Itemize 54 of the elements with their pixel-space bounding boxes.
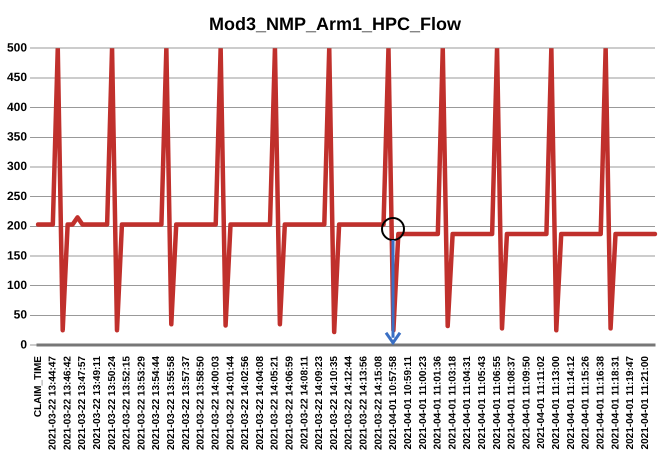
x-tick-label: 2021-03-22 13:53:29 (136, 356, 148, 450)
x-tick-label: CLAIM_TIME (32, 356, 44, 418)
y-tick-label: 500 (6, 40, 28, 55)
x-tick-label: 2021-03-22 13:46:42 (62, 356, 74, 450)
y-tick-label: 350 (6, 130, 28, 144)
x-tick-label: 2021-03-22 14:05:21 (270, 356, 281, 450)
x-tick-label: 2021-03-22 13:55:58 (166, 356, 178, 450)
x-tick-label: 2021-03-22 14:15:08 (373, 356, 384, 450)
y-tick-label: 50 (14, 308, 28, 322)
x-tick-label: 2021-03-22 13:54:44 (151, 356, 162, 450)
x-tick-label: 2021-03-22 14:08:11 (299, 356, 310, 450)
x-tick-label: 2021-04-01 11:13:00 (551, 356, 562, 450)
x-tick-label: 2021-04-01 11:21:00 (640, 356, 651, 450)
y-tick-label: 200 (6, 218, 28, 233)
x-tick-label: 2021-04-01 11:03:18 (447, 356, 458, 450)
x-tick-label: 2021-04-01 11:19:47 (625, 356, 636, 450)
x-tick-label: 2021-04-01 11:11:02 (536, 356, 548, 449)
x-tick-label: 2021-03-22 13:44:47 (48, 356, 59, 450)
chart-title: Mod3_NMP_Arm1_HPC_Flow (208, 14, 462, 35)
x-tick-label: 2021-04-01 11:04:31 (462, 356, 474, 450)
x-tick-label: 2021-03-22 14:02:56 (240, 356, 252, 450)
x-tick-label: 2021-03-22 14:13:56 (358, 356, 370, 450)
x-tick-label: 2021-04-01 10:59:11 (402, 356, 414, 450)
y-tick-label: 150 (6, 248, 28, 262)
x-tick-label: 2021-03-22 14:10:35 (328, 356, 340, 450)
x-tick-label: 2021-04-01 11:00:23 (418, 356, 429, 450)
x-tick-label: 2021-04-01 11:05:43 (476, 356, 488, 450)
x-tick-label: 2021-03-22 14:01:44 (225, 356, 236, 450)
x-tick-label: 2021-04-01 11:08:37 (506, 356, 518, 450)
x-tick-label: 2021-04-01 11:01:36 (432, 356, 444, 450)
x-tick-label: 2021-03-22 14:06:59 (284, 356, 296, 450)
x-tick-label: 2021-04-01 11:16:38 (595, 356, 606, 450)
y-tick-label: 0 (20, 337, 28, 352)
x-tick-label: 2021-04-01 11:18:31 (610, 356, 622, 450)
x-tick-label: 2021-04-01 11:09:50 (521, 356, 532, 450)
x-tick-label: 2021-03-22 13:50:24 (106, 356, 118, 450)
y-tick-label: 450 (6, 70, 28, 84)
x-tick-label: 2021-03-22 14:12:44 (344, 356, 355, 450)
y-tick-label: 400 (6, 100, 28, 114)
x-tick-label: 2021-03-22 14:00:03 (210, 356, 222, 450)
x-tick-label: 2021-03-22 13:57:37 (180, 356, 192, 450)
x-tick-label: 2021-03-22 14:04:08 (254, 356, 266, 450)
y-tick-label: 250 (6, 188, 28, 203)
x-tick-label: 2021-03-22 13:52:15 (122, 356, 133, 450)
y-tick-label: 300 (6, 159, 28, 174)
x-tick-label: 2021-04-01 11:15:26 (580, 356, 592, 450)
x-tick-label: 2021-04-01 10:57:58 (388, 356, 400, 450)
x-tick-label: 2021-03-22 13:47:57 (77, 356, 88, 450)
x-tick-label: 2021-04-01 11:14:12 (566, 356, 577, 450)
x-tick-label: 2021-03-22 14:09:23 (314, 356, 326, 450)
y-tick-label: 100 (6, 278, 28, 292)
x-tick-label: 2021-03-22 13:58:50 (196, 356, 207, 450)
x-tick-label: 2021-04-01 11:06:55 (492, 356, 503, 450)
x-tick-label: 2021-03-22 13:49:11 (92, 356, 103, 450)
